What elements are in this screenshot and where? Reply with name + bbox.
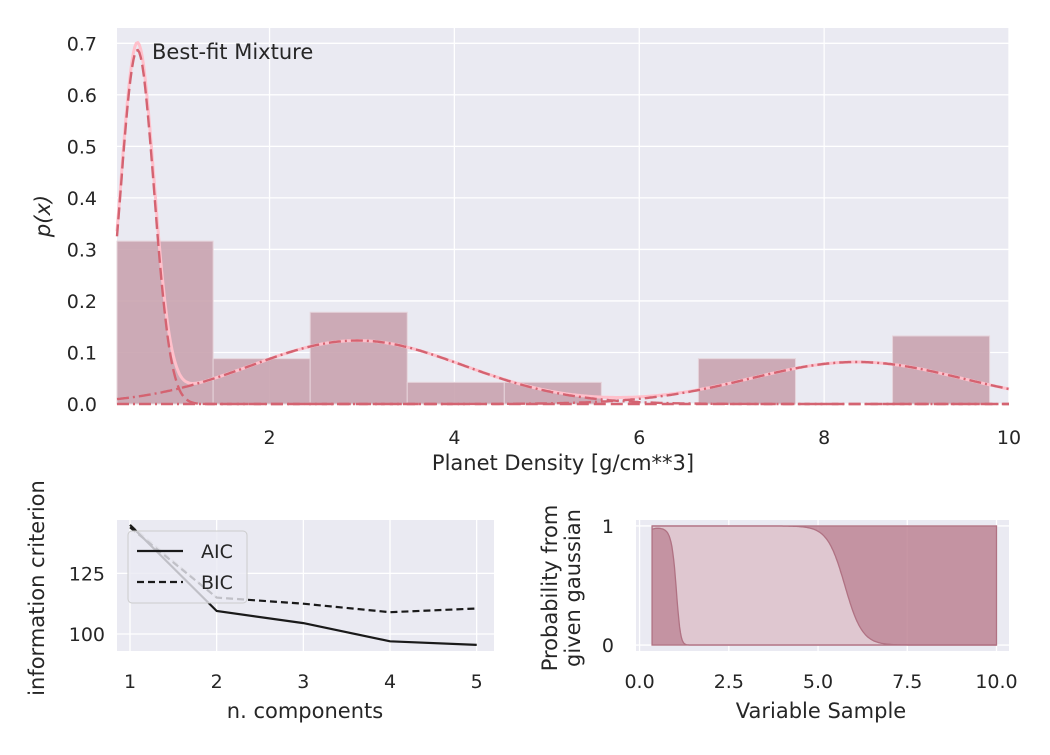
top-y-tick-label: 0.5 xyxy=(67,136,97,158)
br-x-tick-label: 2.5 xyxy=(714,671,744,693)
top-y-tick-label: 0.4 xyxy=(67,188,97,210)
bottom-right-chart: 0.0 2.5 5.0 7.5 10.0 0 1 Variable Sample Proba… xyxy=(538,505,1018,723)
top-chart: 2 4 6 8 10 0.0 0.1 0.2 0.3 0.4 0.5 0.6 0.7 Best-fit … xyxy=(31,28,1021,475)
br-x-tick-label: 0.0 xyxy=(624,671,654,693)
bic-line xyxy=(129,526,477,614)
resp-band-middle xyxy=(652,526,997,645)
br-x-tick-label: 10.0 xyxy=(975,671,1017,693)
top-y-tick-label: 0.1 xyxy=(67,342,97,364)
bottom-left-x-axis-label: n. components xyxy=(227,699,383,723)
top-y-tick-label: 0.3 xyxy=(67,239,97,261)
bottom-right-x-axis-label: Variable Sample xyxy=(736,699,906,723)
bl-x-tick-label: 1 xyxy=(124,671,136,693)
br-y-tick-label: 1 xyxy=(602,516,614,538)
histogram-bar xyxy=(892,335,991,405)
top-annotation: Best-fit Mixture xyxy=(152,40,313,64)
top-x-tick-label: 2 xyxy=(263,427,275,449)
histogram-bar xyxy=(212,358,311,405)
bottom-right-y-axis-label-line1: Probability from xyxy=(538,505,562,672)
legend-bic-label: BIC xyxy=(201,572,233,594)
top-histogram xyxy=(116,240,991,405)
top-x-tick-label: 10 xyxy=(997,427,1021,449)
top-y-tick-label: 0.0 xyxy=(67,394,97,416)
component-3-curve xyxy=(117,360,1010,406)
bl-y-tick-label: 100 xyxy=(69,624,105,646)
bottom-left-chart: 1 2 3 4 5 100 125 AIC BIC n. components inform… xyxy=(25,480,494,723)
legend-aic-label: AIC xyxy=(201,541,233,563)
top-x-axis-label: Planet Density [g/cm**3] xyxy=(432,451,694,475)
histogram-bar xyxy=(309,311,408,405)
top-y-tick-label: 0.2 xyxy=(67,291,97,313)
top-plot-background xyxy=(117,28,1009,404)
br-y-tick-label: 0 xyxy=(602,635,614,657)
br-x-tick-label: 5.0 xyxy=(803,671,833,693)
bl-x-tick-label: 3 xyxy=(297,671,309,693)
bottom-left-tick-labels: 1 2 3 4 5 100 125 xyxy=(69,563,483,693)
bottom-right-y-axis-label-line2: given gaussian xyxy=(561,509,585,667)
histogram-bar xyxy=(697,358,796,405)
legend-box xyxy=(127,530,248,604)
top-tick-labels: 2 4 6 8 10 0.0 0.1 0.2 0.3 0.4 0.5 0.6 0.7 xyxy=(67,33,1021,449)
top-x-tick-label: 6 xyxy=(633,427,645,449)
component-2-curve xyxy=(116,339,1009,406)
histogram-bar xyxy=(406,381,505,405)
top-y-tick-label: 0.7 xyxy=(67,33,97,55)
top-x-tick-label: 4 xyxy=(448,427,460,449)
bl-x-tick-label: 5 xyxy=(471,671,483,693)
top-curves xyxy=(115,40,1010,406)
resp-band-outline xyxy=(651,525,998,646)
bl-x-tick-label: 4 xyxy=(384,671,396,693)
top-x-tick-label: 8 xyxy=(818,427,830,449)
bottom-left-legend: AIC BIC xyxy=(127,530,248,604)
bl-y-tick-label: 125 xyxy=(69,563,105,585)
top-y-axis-label: p(x) xyxy=(31,195,55,238)
top-y-tick-label: 0.6 xyxy=(67,85,97,107)
bottom-left-y-axis-label: information criterion xyxy=(25,480,49,696)
bottom-right-tick-labels: 0.0 2.5 5.0 7.5 10.0 0 1 xyxy=(602,516,1018,693)
bottom-right-areas xyxy=(651,525,998,646)
bl-x-tick-label: 2 xyxy=(211,671,223,693)
br-x-tick-label: 7.5 xyxy=(892,671,922,693)
